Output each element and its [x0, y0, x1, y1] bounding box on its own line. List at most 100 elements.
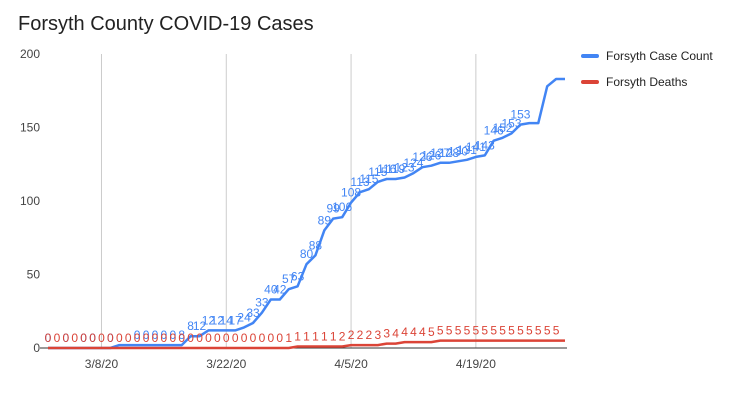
- data-label: 0: [152, 328, 159, 342]
- y-tick-label: 0: [33, 341, 40, 355]
- data-label: 5: [446, 324, 453, 338]
- data-label: 0: [125, 331, 132, 345]
- data-label: 0: [134, 328, 141, 342]
- data-label: 89: [318, 213, 332, 227]
- data-label: 0: [250, 331, 257, 345]
- data-label: 88: [309, 238, 323, 252]
- data-label: 1: [330, 330, 337, 344]
- data-label: 2: [357, 328, 364, 342]
- data-label: 0: [161, 331, 168, 345]
- data-label: 5: [437, 324, 444, 338]
- data-label: 130: [448, 144, 468, 158]
- data-label: 3: [383, 327, 390, 341]
- y-tick-label: 200: [20, 47, 40, 61]
- data-label: 5: [508, 324, 515, 338]
- data-label: 1: [321, 330, 328, 344]
- data-label: 1: [312, 330, 319, 344]
- data-label: 12: [211, 313, 225, 327]
- data-label: 143: [475, 138, 495, 152]
- data-label: 0: [116, 331, 123, 345]
- data-label: 126: [412, 150, 432, 164]
- data-label: 5: [517, 324, 524, 338]
- data-label: 0: [169, 328, 176, 342]
- data-label: 4: [392, 327, 399, 341]
- legend-label-0: Forsyth Case Count: [606, 49, 713, 63]
- data-label: 0: [107, 331, 114, 345]
- data-label: 146: [484, 124, 504, 138]
- legend-label-1: Forsyth Deaths: [606, 75, 687, 89]
- data-label: 0: [80, 331, 87, 345]
- data-label: 123: [395, 160, 415, 174]
- data-label: 2: [348, 328, 355, 342]
- data-label: 0: [80, 331, 87, 345]
- legend: Forsyth Case Count Forsyth Deaths: [581, 49, 713, 89]
- data-label: 0: [214, 331, 221, 345]
- data-label: 0: [71, 331, 78, 345]
- data-label: 5: [535, 324, 542, 338]
- data-label: 1: [294, 330, 301, 344]
- x-tick-label: 4/5/20: [334, 357, 368, 371]
- data-label: 113: [350, 175, 369, 189]
- data-label: 0: [143, 331, 150, 345]
- data-label: 0: [89, 331, 96, 345]
- data-label: 99: [327, 202, 341, 216]
- series-line-1: [48, 339, 565, 350]
- data-label: 4: [401, 325, 408, 339]
- data-label: 4: [419, 325, 426, 339]
- data-label: 0: [268, 331, 275, 345]
- y-tick-label: 150: [20, 121, 40, 135]
- data-label: 0: [196, 331, 203, 345]
- data-label: 0: [205, 331, 212, 345]
- data-label: 0: [107, 331, 114, 345]
- data-label: 0: [259, 331, 266, 345]
- data-label: 5: [553, 324, 560, 338]
- data-label: 24: [237, 310, 251, 324]
- data-label: 115: [359, 172, 378, 186]
- data-label: 0: [45, 331, 52, 345]
- data-label: 0: [187, 331, 194, 345]
- data-label: 17: [229, 313, 243, 327]
- data-label: 2: [339, 330, 346, 344]
- data-label: 0: [134, 331, 141, 345]
- data-label: 4: [410, 325, 417, 339]
- data-label: 80: [300, 247, 314, 261]
- data-label: 5: [490, 324, 497, 338]
- data-label: 0: [152, 331, 159, 345]
- series-lines: [48, 77, 565, 350]
- data-label: 14: [220, 313, 234, 327]
- data-label: 116: [377, 162, 396, 176]
- data-label: 128: [439, 146, 459, 160]
- data-label: 106: [332, 200, 352, 214]
- y-tick-label: 100: [20, 194, 40, 208]
- data-label: 5: [481, 324, 488, 338]
- data-label: 115: [368, 165, 387, 179]
- data-label: 42: [273, 282, 287, 296]
- data-label: 8: [187, 319, 194, 333]
- chart-title: Forsyth County COVID-19 Cases: [18, 13, 314, 35]
- data-label: 153: [502, 116, 522, 130]
- gridlines: [100, 54, 477, 348]
- data-label: 5: [499, 324, 506, 338]
- data-label: 141: [466, 140, 486, 154]
- data-label: 63: [291, 269, 305, 283]
- data-label: 126: [421, 149, 441, 163]
- data-label: 5: [473, 324, 480, 338]
- data-label: 0: [232, 331, 239, 345]
- data-label: 0: [143, 328, 150, 342]
- data-label: 0: [169, 331, 176, 345]
- data-label: 0: [161, 328, 168, 342]
- data-label: 0: [62, 331, 69, 345]
- data-label: 5: [455, 324, 462, 338]
- data-label: 5: [464, 324, 471, 338]
- data-label: 0: [45, 331, 52, 345]
- data-label: 127: [430, 146, 450, 160]
- data-label: 131: [457, 143, 477, 157]
- x-tick-label: 4/19/20: [456, 357, 496, 371]
- data-label: 0: [276, 331, 283, 345]
- data-label: 57: [282, 272, 296, 286]
- data-label: 124: [403, 156, 423, 170]
- data-label: 119: [386, 162, 405, 176]
- y-tick-label: 50: [27, 268, 41, 282]
- data-label: 12: [193, 319, 207, 333]
